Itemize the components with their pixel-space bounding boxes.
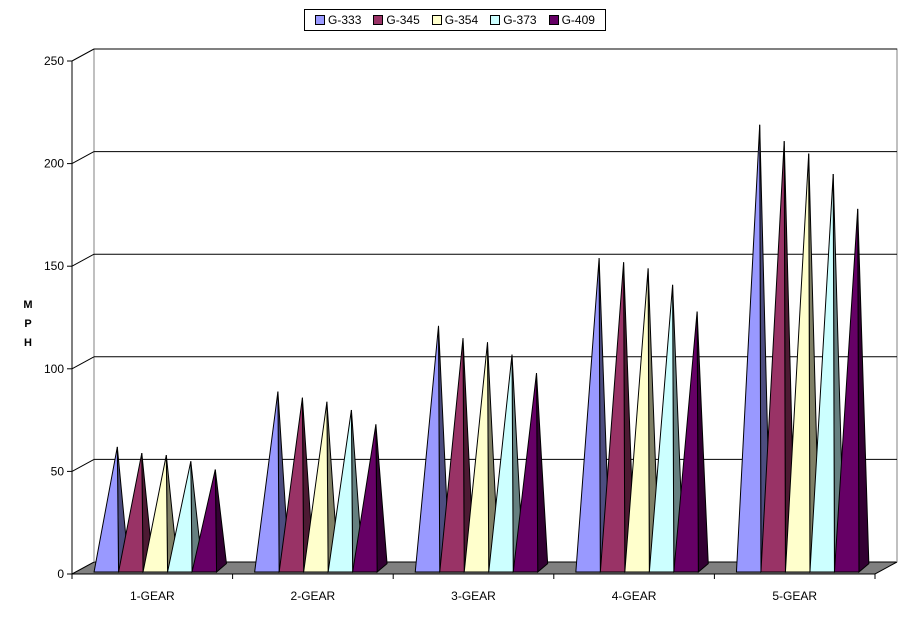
cone-side-g-409 (214, 469, 227, 574)
cone-g-345 (439, 338, 465, 573)
cone-side-g-409 (536, 373, 549, 574)
cone-g-333 (414, 325, 441, 573)
y-axis-label-letter: H (24, 337, 32, 349)
gridline-wall (71, 253, 95, 267)
y-axis-label-letter: M (23, 299, 33, 311)
cone-g-409 (833, 208, 860, 573)
cone-g-345 (760, 141, 786, 573)
legend-item-g354: G-354 (431, 13, 479, 27)
legend-item-g373: G-373 (490, 13, 537, 27)
cone-g-409 (191, 469, 218, 573)
cone-g-373 (166, 461, 193, 573)
cone-g-354 (303, 401, 329, 573)
y-tick-label: 0 (57, 567, 64, 581)
x-tick-label: 2-GEAR (291, 589, 336, 603)
x-tick-label: 3-GEAR (451, 589, 496, 603)
cone-g-373 (809, 173, 835, 573)
cone-g-345 (599, 262, 626, 573)
x-tick-label: 1-GEAR (130, 589, 175, 603)
y-tick-label: 250 (44, 54, 64, 68)
legend-swatch-g345 (373, 15, 384, 25)
cone-g-345 (278, 397, 305, 573)
cone-g-354 (142, 455, 169, 573)
cone-g-409 (512, 373, 539, 573)
y-tick-label: 200 (44, 157, 64, 171)
gridline-wall (71, 48, 95, 62)
gridline-wall (71, 458, 95, 472)
cone-g-333 (575, 258, 601, 573)
legend-swatch-g354 (431, 15, 442, 25)
legend: G-333 G-345 G-354 G-373 G-409 (304, 9, 606, 31)
cone-side-g-409 (696, 311, 709, 574)
legend-label-g373: G-373 (503, 13, 537, 27)
y-tick-label: 150 (44, 259, 64, 273)
cone-g-373 (327, 409, 354, 573)
legend-swatch-g333 (315, 15, 326, 25)
legend-item-g345: G-345 (373, 13, 420, 27)
legend-item-g333: G-333 (315, 13, 361, 27)
gridline-wall (71, 151, 95, 165)
x-tick-label: 4-GEAR (612, 589, 657, 603)
cone-g-345 (117, 452, 144, 573)
legend-label-g333: G-333 (328, 13, 362, 27)
legend-swatch-g409 (548, 15, 559, 25)
cone-g-333 (735, 124, 762, 573)
cone-side-g-409 (375, 424, 388, 574)
cone-g-354 (624, 268, 650, 573)
legend-label-g354: G-354 (444, 13, 479, 27)
y-axis-label-letter: P (24, 318, 32, 330)
cone-g-409 (673, 311, 699, 573)
cone-g-354 (463, 342, 490, 573)
legend-label-g409: G-409 (561, 13, 595, 27)
cone-side-g-409 (857, 208, 870, 574)
gridline-wall (71, 356, 95, 370)
y-tick-label: 100 (44, 362, 64, 376)
cone-g-333 (93, 446, 120, 573)
cone-g-333 (254, 391, 280, 573)
legend-swatch-g373 (490, 15, 501, 25)
legend-label-g345: G-345 (386, 13, 420, 27)
cone-g-409 (352, 424, 378, 573)
legend-item-g409: G-409 (548, 13, 595, 27)
cone-g-373 (488, 354, 514, 573)
y-axis-label: M P H (20, 296, 36, 353)
cone-g-373 (648, 284, 675, 573)
x-tick-label: 5-GEAR (772, 589, 817, 603)
y-tick-label: 50 (51, 464, 65, 478)
cone-g-354 (784, 153, 811, 573)
